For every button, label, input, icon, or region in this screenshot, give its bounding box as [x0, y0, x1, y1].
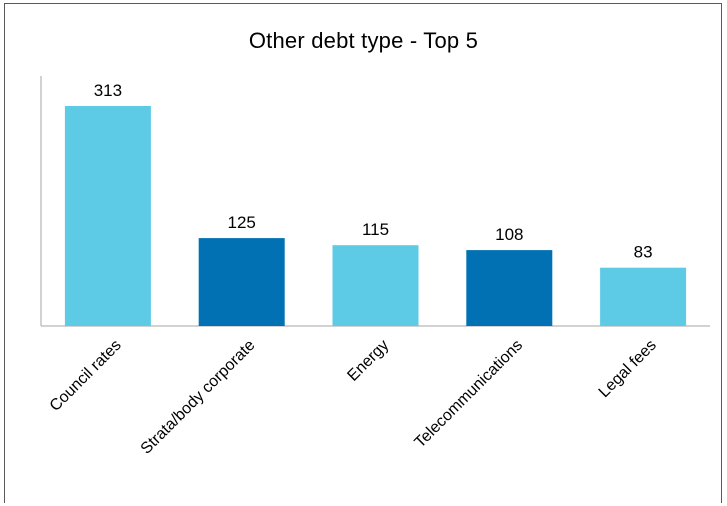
bar-4	[600, 267, 687, 326]
bar-2	[332, 245, 419, 326]
x-tick-label-2: Energy	[344, 337, 392, 385]
data-label-1: 125	[228, 213, 256, 232]
bar-1	[198, 238, 285, 326]
x-tick-label-4: Legal fees	[596, 337, 660, 401]
bar-3	[466, 250, 553, 326]
chart-title: Other debt type - Top 5	[248, 28, 479, 53]
x-tick-label-3: Telecommunications	[412, 337, 527, 452]
x-tick-label-0: Council rates	[47, 337, 125, 415]
data-label-0: 313	[94, 81, 122, 100]
x-tick-label-1: Strata/body corporate	[138, 337, 259, 458]
data-label-3: 108	[495, 225, 523, 244]
bar-0	[64, 106, 151, 326]
data-label-2: 115	[362, 220, 389, 239]
data-label-4: 83	[634, 243, 653, 262]
